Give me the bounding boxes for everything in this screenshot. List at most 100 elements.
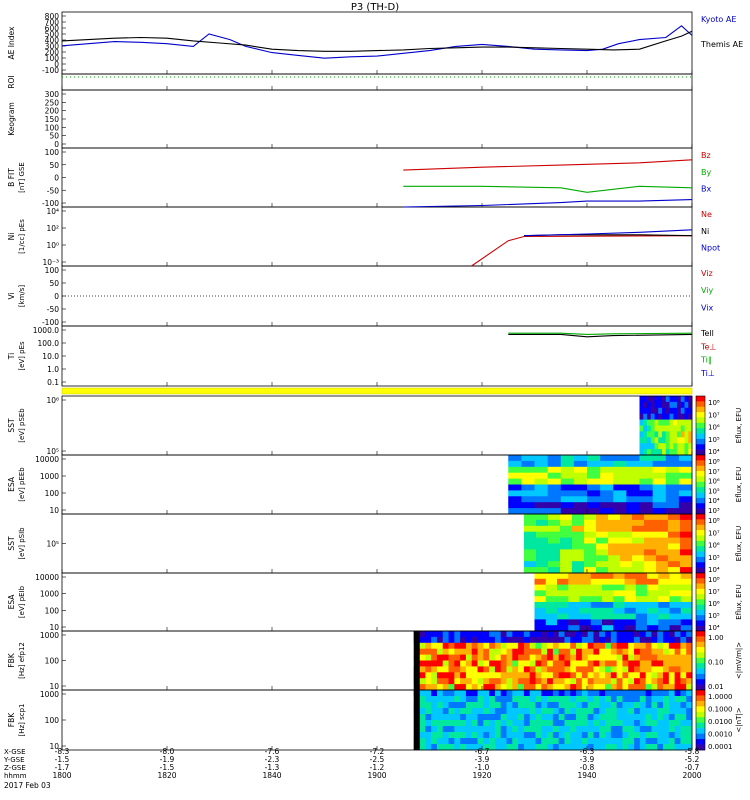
spectrogram-cell [573, 496, 588, 503]
spectrogram-cell [680, 401, 685, 409]
spectrogram-cell [442, 666, 449, 673]
spectrogram-cell [535, 714, 542, 721]
spectrogram-cell [602, 619, 614, 626]
spectrogram-cell [425, 666, 432, 673]
spectrogram-cell [558, 726, 565, 733]
spectrogram-cell [644, 561, 657, 568]
spectrogram-cell [523, 702, 531, 709]
y-tick-label: 10⁵ [46, 447, 59, 456]
spectrogram-cell [610, 732, 618, 739]
spectrogram-cell [610, 690, 618, 697]
spectrogram-cell [652, 455, 667, 462]
spectrogram-cell [508, 490, 522, 497]
spectrogram-cell [665, 401, 670, 409]
spectrogram-cell [436, 654, 444, 661]
spectrogram-cell [647, 596, 659, 603]
spectrogram-cell [686, 666, 693, 673]
spectrogram-cell [500, 738, 507, 745]
spectrogram-cell [547, 490, 562, 497]
spectrogram-cell [547, 472, 562, 479]
spectrogram-cell [489, 690, 496, 697]
spectrogram-cell [668, 720, 676, 727]
y-tick-label: -100 [42, 66, 59, 75]
spectrogram-cell [547, 666, 554, 673]
spectrogram-cell [669, 437, 674, 444]
spectrogram-cell [622, 714, 629, 721]
spectrogram-cell [599, 654, 606, 661]
spectrogram-cell [573, 460, 588, 468]
spectrogram-cell [599, 702, 606, 709]
spectrogram-cell [645, 738, 652, 745]
spectrogram-fbk2 [413, 690, 693, 751]
spectrogram-cell [529, 702, 536, 709]
y-tick-label: 300 [45, 90, 60, 99]
spectrogram-cell [665, 396, 670, 403]
spectrogram-cell [647, 619, 659, 626]
spectrogram-cell [471, 714, 478, 721]
spectrogram-cell [663, 636, 670, 644]
y-tick-label: 1000 [40, 472, 59, 481]
x-tick-ygse: -3.9 [475, 755, 490, 764]
spectrogram-cell [652, 466, 667, 474]
spectrogram-cell [442, 738, 449, 745]
spectrogram-cell [483, 708, 490, 715]
spectrogram-cell [590, 573, 603, 580]
spectrogram-cell [663, 708, 670, 715]
spectrogram-cell [652, 460, 667, 468]
spectrogram-cell [552, 732, 560, 739]
spectrogram-cell [658, 590, 670, 597]
spectrogram-cell [616, 631, 623, 638]
spectrogram-cell [508, 496, 522, 503]
spectrogram-cell [651, 696, 658, 703]
spectrogram-cell [639, 672, 647, 679]
spectrogram-cell [622, 672, 629, 679]
spectrogram-cell [431, 684, 438, 691]
spectrogram-cell [600, 460, 614, 468]
series-line-ne [471, 235, 693, 267]
colorbar-swatch [696, 449, 705, 456]
spectrogram-cell [593, 631, 600, 638]
colorbar-swatch [696, 476, 705, 483]
spectrogram-cell [587, 708, 594, 715]
spectrogram-cell [558, 684, 565, 691]
spectrogram-cell [560, 478, 575, 485]
spectrogram-cell [644, 525, 657, 533]
spectrogram-cell [506, 744, 513, 751]
spectrogram-cell [613, 625, 625, 632]
spectrogram-cell [529, 631, 536, 638]
spectrogram-cell [521, 490, 535, 497]
spectrogram-cell [536, 531, 549, 538]
spectrogram-cell [587, 672, 594, 679]
spectrogram-cell [448, 678, 455, 685]
spectrogram-cell [489, 732, 496, 739]
spectrogram-cell [494, 660, 502, 667]
spectrogram-cell [600, 478, 614, 485]
spectrogram-cell [425, 714, 432, 721]
spectrogram-cell [552, 738, 560, 745]
spectrogram-cell [568, 590, 580, 597]
spectrogram-cell [652, 496, 667, 503]
spectrogram-cell [529, 660, 536, 667]
spectrogram-cell [613, 573, 625, 580]
spectrogram-cell [523, 678, 531, 685]
y-axis-unit: [Hz] scp1 [18, 703, 26, 736]
spectrogram-cell [579, 619, 592, 626]
colorbar-tick: 0.0010 [708, 731, 733, 739]
spectrogram-cell [593, 726, 600, 733]
spectrogram-cell [465, 636, 473, 644]
spectrogram-cell [626, 455, 640, 462]
spectrogram-cell [570, 672, 577, 679]
spectrogram-cell [564, 631, 571, 638]
spectrogram-cell [506, 654, 513, 661]
y-axis-label: B FIT [7, 168, 16, 187]
y-tick-label: 150 [45, 115, 60, 124]
y-tick-label: 100 [45, 606, 60, 615]
spectrogram-cell [436, 732, 444, 739]
x-row-label: hhmm [4, 772, 27, 780]
spectrogram-cell [523, 672, 531, 679]
spectrogram-cell [674, 678, 681, 685]
colorbar-tick: 10⁵ [708, 554, 720, 562]
colorbar-swatch [696, 647, 705, 653]
spectrogram-cell [534, 502, 549, 509]
spectrogram-cell [568, 607, 580, 614]
